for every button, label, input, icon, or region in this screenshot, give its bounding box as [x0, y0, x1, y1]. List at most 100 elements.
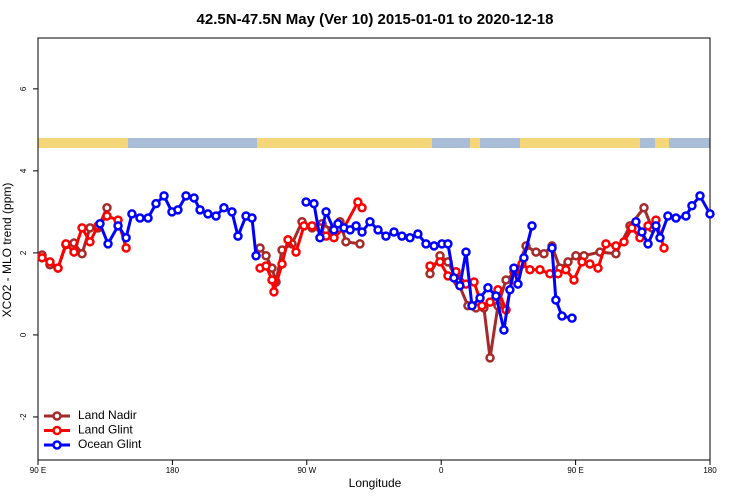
- y-tick-label: 6: [19, 86, 28, 91]
- x-tick-label: 180: [166, 466, 180, 475]
- data-point: [485, 353, 495, 363]
- data-point: [77, 223, 87, 233]
- data-point: [461, 247, 471, 257]
- data-point: [309, 198, 319, 209]
- data-point: [181, 191, 191, 201]
- data-point: [219, 203, 229, 213]
- data-point: [301, 197, 311, 207]
- data-point: [509, 263, 519, 273]
- data-point: [413, 229, 423, 239]
- data-point: [681, 211, 691, 221]
- data-point: [651, 221, 661, 231]
- legend-marker: [52, 440, 62, 450]
- legend-marker: [52, 411, 62, 421]
- data-point: [519, 253, 529, 263]
- data-point: [269, 287, 279, 297]
- data-point: [443, 239, 453, 249]
- data-point: [135, 213, 145, 223]
- x-tick-label: 90 E: [30, 466, 46, 475]
- data-point: [283, 235, 293, 245]
- data-point: [277, 259, 287, 269]
- y-tick-label: -2: [19, 413, 28, 421]
- x-tick-label: 90 W: [297, 466, 316, 475]
- data-point: [37, 253, 47, 263]
- data-point: [547, 243, 557, 253]
- legend-label: Land Nadir: [78, 408, 137, 422]
- data-point: [571, 251, 581, 261]
- data-point: [505, 285, 515, 295]
- data-point: [449, 273, 459, 283]
- data-point: [563, 257, 573, 267]
- x-axis-label: Longitude: [349, 476, 402, 490]
- data-point: [333, 219, 343, 229]
- data-point: [557, 311, 567, 321]
- data-point: [321, 207, 331, 217]
- data-point: [211, 211, 221, 221]
- legend-label: Land Glint: [78, 423, 133, 437]
- data-point: [405, 232, 415, 243]
- legend-marker: [52, 425, 62, 436]
- data-point: [469, 277, 479, 287]
- data-point: [195, 205, 205, 215]
- data-point: [357, 227, 367, 237]
- data-point: [643, 221, 653, 231]
- data-point: [127, 209, 137, 219]
- data-point: [643, 239, 653, 249]
- data-point: [687, 200, 697, 211]
- data-point: [102, 203, 112, 213]
- data-point: [637, 227, 647, 237]
- data-point: [659, 243, 669, 253]
- land-ocean-strip: [38, 138, 710, 148]
- data-point: [475, 293, 485, 303]
- data-point: [341, 237, 351, 247]
- data-point: [501, 275, 511, 285]
- data-point: [551, 295, 561, 305]
- data-point: [671, 213, 681, 223]
- data-point: [397, 231, 407, 241]
- x-tick-label: 180: [703, 466, 717, 475]
- data-point: [85, 223, 95, 233]
- plot-frame: [37, 37, 711, 461]
- data-point: [203, 209, 213, 219]
- data-point: [593, 263, 603, 273]
- data-point: [45, 257, 55, 267]
- data-point: [189, 193, 199, 203]
- data-point: [113, 221, 123, 231]
- data-point: [85, 237, 95, 247]
- data-point: [655, 232, 665, 243]
- data-point: [267, 275, 277, 285]
- data-point: [455, 280, 465, 291]
- chart-title: 42.5N-47.5N May (Ver 10) 2015-01-01 to 2…: [197, 11, 554, 28]
- y-tick-label: 4: [19, 168, 28, 173]
- data-point: [577, 257, 587, 267]
- series-line: [98, 193, 712, 331]
- data-point: [467, 301, 477, 311]
- data-point: [639, 203, 649, 213]
- y-axis-label: XCO2 - MLO trend (ppm): [0, 183, 14, 318]
- data-point: [535, 264, 545, 275]
- data-point: [151, 198, 161, 209]
- data-point: [567, 313, 577, 323]
- data-point: [307, 221, 317, 231]
- data-point: [611, 248, 621, 259]
- data-point: [329, 232, 339, 243]
- data-point: [102, 211, 112, 221]
- data-point: [619, 237, 629, 247]
- data-point: [483, 283, 493, 293]
- data-point: [227, 207, 237, 217]
- y-tick-label: 2: [19, 250, 28, 255]
- data-point: [355, 239, 365, 249]
- data-point: [531, 247, 541, 257]
- data-point: [261, 261, 271, 271]
- data-point: [425, 269, 435, 279]
- data-point: [527, 221, 537, 231]
- data-point: [425, 261, 435, 271]
- data-point: [627, 223, 637, 233]
- data-point: [631, 216, 641, 227]
- data-point: [485, 297, 495, 307]
- data-point: [345, 225, 355, 235]
- data-point: [77, 248, 87, 259]
- data-point: [381, 231, 391, 241]
- data-point: [561, 264, 571, 275]
